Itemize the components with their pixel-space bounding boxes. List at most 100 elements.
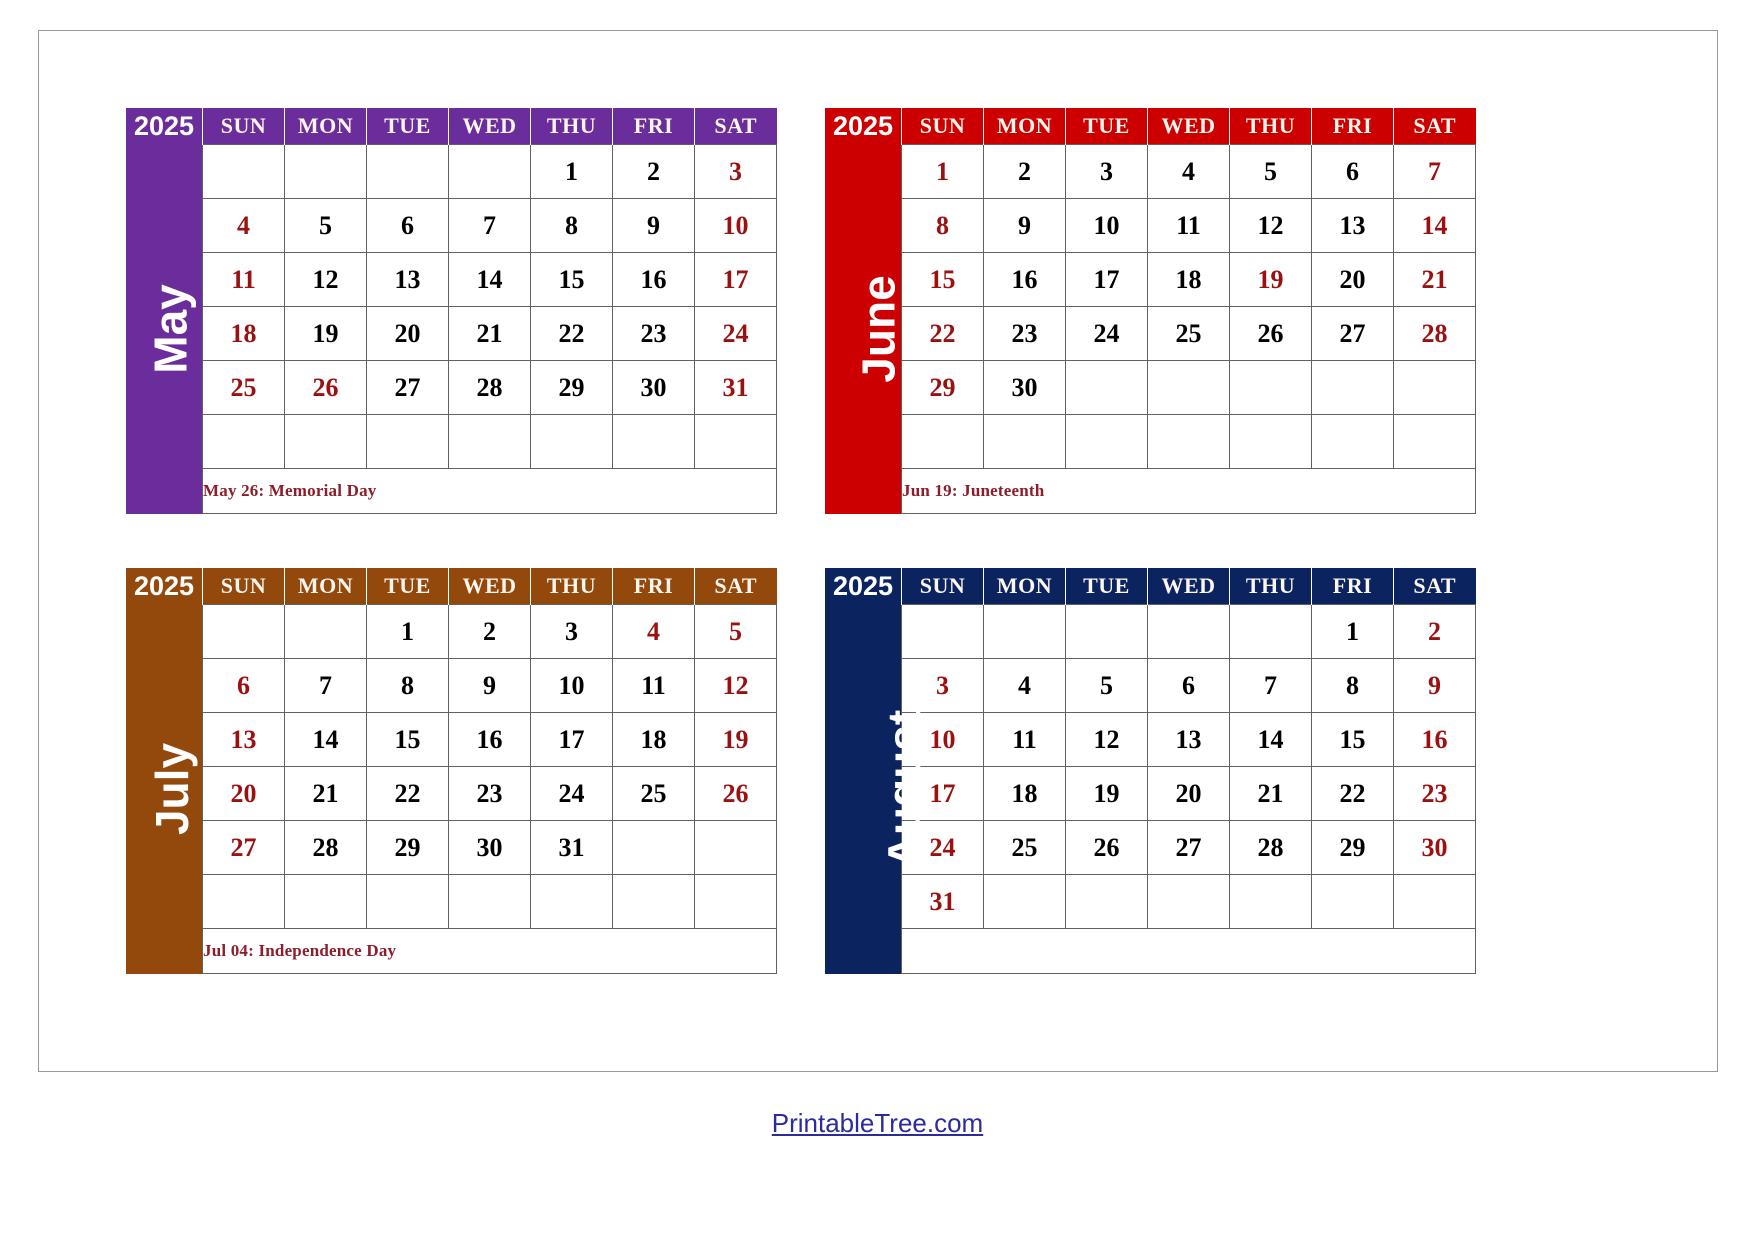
day-cell-empty	[448, 874, 531, 929]
day-cell-2: 2	[448, 604, 531, 659]
week-row	[126, 874, 777, 929]
dow-header-wed: WED	[448, 568, 531, 605]
day-cell-15: 15	[530, 252, 613, 307]
day-cell-empty	[202, 144, 285, 199]
day-cell-1: 1	[901, 144, 984, 199]
day-cell-empty	[530, 874, 613, 929]
day-cell-28: 28	[284, 820, 367, 875]
holiday-note-august	[901, 928, 1476, 974]
day-cell-empty	[1147, 604, 1230, 659]
day-cell-18: 18	[612, 712, 695, 767]
day-cell-5: 5	[284, 198, 367, 253]
day-cell-6: 6	[1147, 658, 1230, 713]
day-cell-empty	[1311, 874, 1394, 929]
day-cell-empty	[284, 604, 367, 659]
calendar-header-row: 2025 SUN MON TUE WED THU FRI SAT	[825, 108, 1476, 145]
day-cell-23: 23	[612, 306, 695, 361]
month-label-july: July	[146, 742, 199, 836]
day-cell-19: 19	[694, 712, 777, 767]
day-cell-empty	[1229, 414, 1312, 469]
day-cell-17: 17	[694, 252, 777, 307]
day-cell-27: 27	[1311, 306, 1394, 361]
day-cell-2: 2	[1393, 604, 1476, 659]
day-cell-empty	[694, 820, 777, 875]
day-cell-13: 13	[202, 712, 285, 767]
month-sidebar-june: June	[825, 144, 905, 514]
day-cell-empty	[612, 820, 695, 875]
day-cell-7: 7	[448, 198, 531, 253]
day-cell-empty	[694, 874, 777, 929]
month-label-august: August	[878, 709, 931, 869]
week-row: 15 16 17 18 19 20 21	[825, 252, 1476, 307]
day-cell-22: 22	[366, 766, 449, 821]
day-cell-empty	[1147, 360, 1230, 415]
calendar-header-row: 2025 SUN MON TUE WED THU FRI SAT	[825, 568, 1476, 605]
dow-header-thu: THU	[530, 568, 613, 605]
dow-header-sun: SUN	[202, 568, 285, 605]
month-sidebar-august: August	[825, 604, 930, 974]
day-cell-empty	[901, 604, 984, 659]
day-cell-8: 8	[1311, 658, 1394, 713]
day-cell-21: 21	[448, 306, 531, 361]
day-cell-10: 10	[694, 198, 777, 253]
day-cell-3: 3	[694, 144, 777, 199]
day-cell-14: 14	[448, 252, 531, 307]
day-cell-29: 29	[901, 360, 984, 415]
day-cell-11: 11	[983, 712, 1066, 767]
calendar-june: 2025 SUN MON TUE WED THU FRI SAT June 1 2 3 4 5 6 7 8 9 10…	[825, 108, 1476, 514]
day-cell-empty	[1311, 360, 1394, 415]
day-cell-11: 11	[1147, 198, 1230, 253]
dow-header-sat: SAT	[694, 108, 777, 145]
day-cell-11: 11	[612, 658, 695, 713]
day-cell-18: 18	[1147, 252, 1230, 307]
day-cell-19: 19	[1065, 766, 1148, 821]
dow-header-sun: SUN	[901, 568, 984, 605]
day-cell-empty	[366, 144, 449, 199]
day-cell-6: 6	[366, 198, 449, 253]
week-row: 13 14 15 16 17 18 19	[126, 712, 777, 767]
day-cell-1: 1	[1311, 604, 1394, 659]
day-cell-2: 2	[983, 144, 1066, 199]
dow-header-mon: MON	[983, 568, 1066, 605]
year-label-june: 2025	[825, 108, 902, 145]
dow-header-sat: SAT	[1393, 568, 1476, 605]
day-cell-empty	[1229, 874, 1312, 929]
day-cell-21: 21	[1393, 252, 1476, 307]
week-row: 27 28 29 30 31	[126, 820, 777, 875]
printabletree-link[interactable]: PrintableTree.com	[771, 1108, 984, 1138]
day-cell-empty	[612, 414, 695, 469]
day-cell-22: 22	[901, 306, 984, 361]
day-cell-10: 10	[901, 712, 984, 767]
day-cell-21: 21	[1229, 766, 1312, 821]
day-cell-6: 6	[1311, 144, 1394, 199]
day-cell-20: 20	[1311, 252, 1394, 307]
day-cell-24: 24	[901, 820, 984, 875]
dow-header-mon: MON	[284, 108, 367, 145]
day-cell-8: 8	[530, 198, 613, 253]
day-cell-19: 19	[1229, 252, 1312, 307]
day-cell-9: 9	[1393, 658, 1476, 713]
dow-header-thu: THU	[1229, 568, 1312, 605]
day-cell-empty	[1311, 414, 1394, 469]
day-cell-24: 24	[530, 766, 613, 821]
dow-header-sun: SUN	[202, 108, 285, 145]
dow-header-thu: THU	[530, 108, 613, 145]
day-cell-4: 4	[202, 198, 285, 253]
dow-header-sat: SAT	[694, 568, 777, 605]
week-row: 4 5 6 7 8 9 10	[126, 198, 777, 253]
day-cell-30: 30	[1393, 820, 1476, 875]
day-cell-4: 4	[612, 604, 695, 659]
day-cell-22: 22	[530, 306, 613, 361]
week-row: 24 25 26 27 28 29 30	[825, 820, 1476, 875]
day-cell-empty	[1065, 874, 1148, 929]
day-cell-5: 5	[1065, 658, 1148, 713]
day-cell-16: 16	[1393, 712, 1476, 767]
week-row: 29 30	[825, 360, 1476, 415]
day-cell-13: 13	[1311, 198, 1394, 253]
day-cell-empty	[448, 414, 531, 469]
day-cell-empty	[284, 414, 367, 469]
day-cell-18: 18	[202, 306, 285, 361]
day-cell-empty	[901, 414, 984, 469]
week-row: 25 26 27 28 29 30 31	[126, 360, 777, 415]
